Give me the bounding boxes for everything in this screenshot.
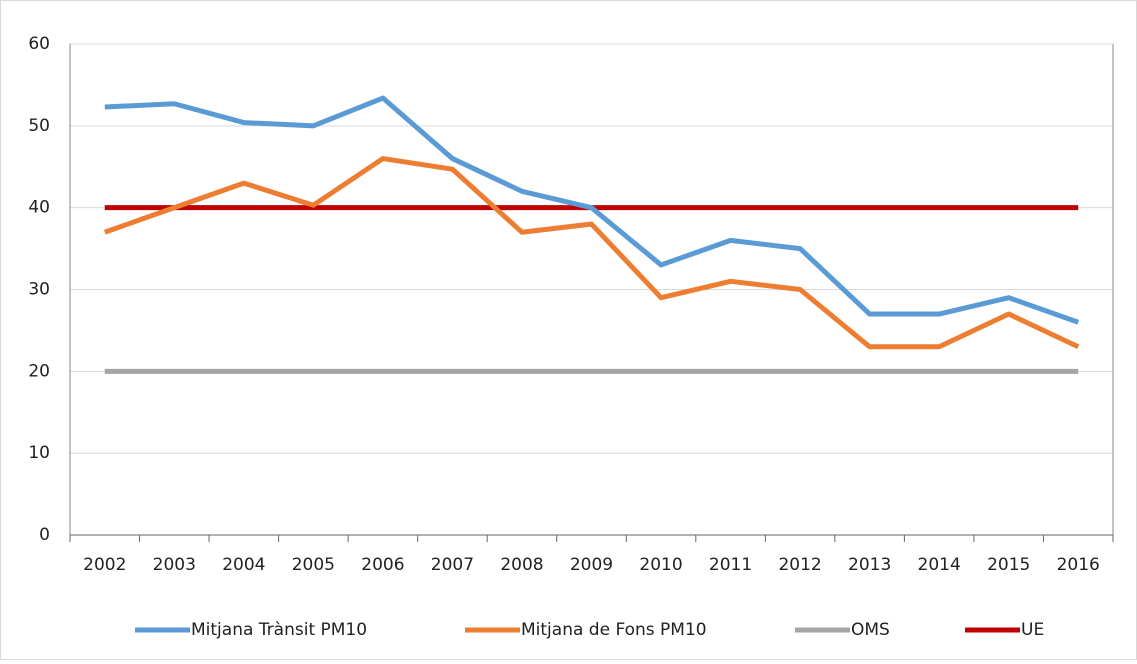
- x-tick-label: 2007: [431, 555, 474, 575]
- legend-label: Mitjana Trànsit PM10: [191, 620, 367, 640]
- x-tick-label: 2004: [222, 555, 265, 575]
- x-tick-label: 2008: [500, 555, 543, 575]
- y-tick-label: 60: [28, 34, 50, 54]
- x-tick-label: 2013: [848, 555, 891, 575]
- x-tick-label: 2005: [292, 555, 335, 575]
- series-line: [104, 95, 1080, 325]
- x-tick-label: 2015: [987, 555, 1030, 575]
- x-tick-label: 2006: [361, 555, 404, 575]
- y-tick-label: 40: [28, 198, 50, 218]
- x-tick-label: 2014: [918, 555, 961, 575]
- y-tick-label: 30: [28, 280, 50, 300]
- x-tick-label: 2016: [1057, 555, 1100, 575]
- x-tick-label: 2009: [570, 555, 613, 575]
- legend-label: Mitjana de Fons PM10: [521, 620, 707, 640]
- y-tick-label: 20: [28, 361, 50, 381]
- y-tick-label: 50: [28, 116, 50, 136]
- x-tick-label: 2012: [778, 555, 821, 575]
- x-tick-label: 2003: [153, 555, 196, 575]
- legend-label: UE: [1021, 620, 1044, 640]
- x-tick-label: 2002: [83, 555, 126, 575]
- x-tick-label: 2010: [639, 555, 682, 575]
- y-tick-label: 10: [28, 443, 50, 463]
- y-tick-label: 0: [39, 525, 50, 545]
- series-line: [103, 156, 1080, 350]
- legend-label: OMS: [851, 620, 890, 640]
- x-tick-label: 2011: [709, 555, 752, 575]
